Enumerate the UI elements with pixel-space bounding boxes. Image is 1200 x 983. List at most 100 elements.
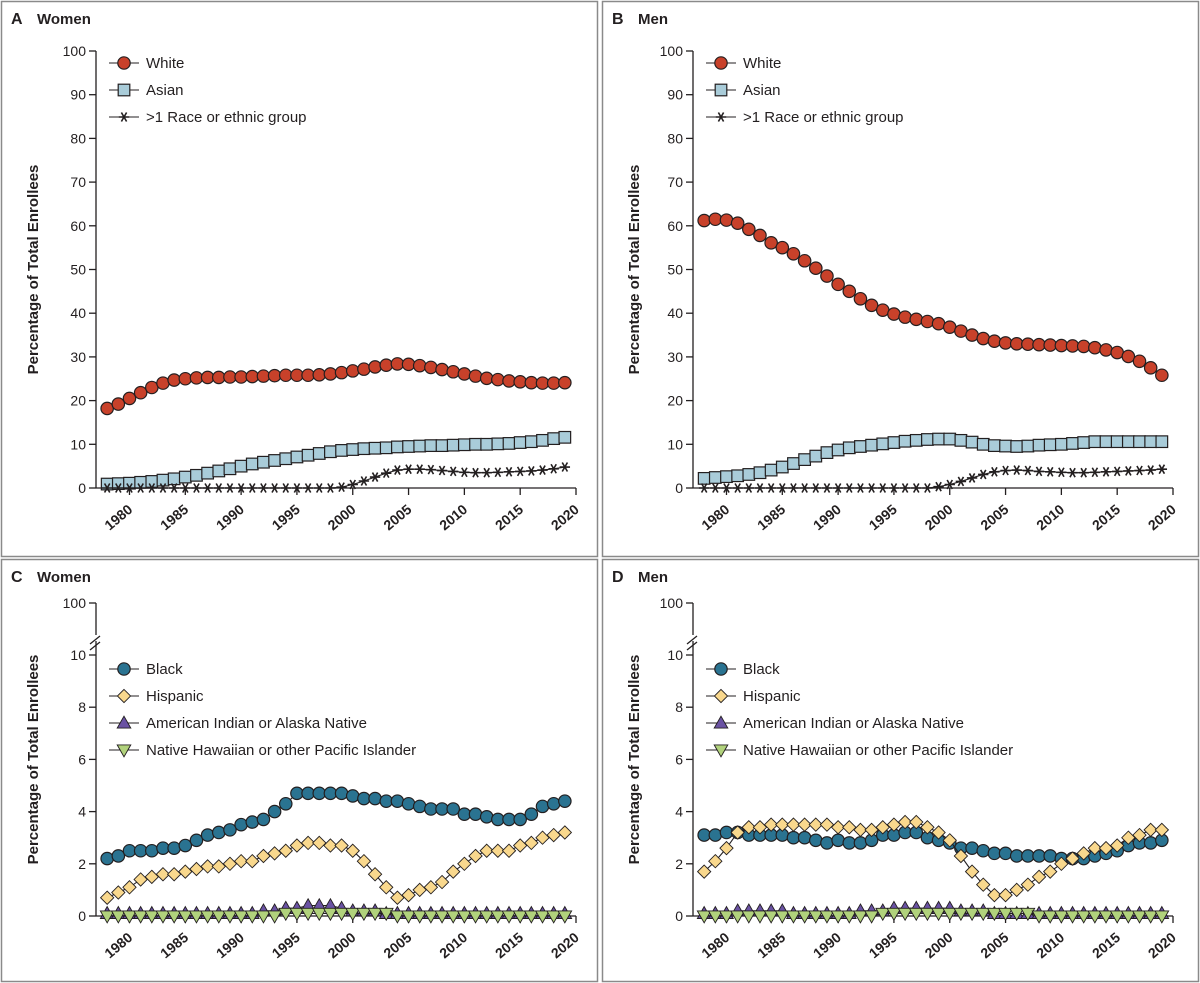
panel-letter: C bbox=[11, 569, 23, 586]
data-point bbox=[943, 432, 957, 446]
data-point bbox=[922, 483, 933, 493]
data-point bbox=[1132, 354, 1147, 369]
data-point bbox=[290, 786, 304, 801]
data-point bbox=[402, 440, 415, 453]
data-point bbox=[742, 222, 756, 237]
data-point bbox=[1087, 840, 1103, 856]
data-point bbox=[289, 907, 305, 922]
data-point bbox=[842, 284, 857, 299]
data-point bbox=[357, 442, 371, 456]
y-tick-label: 20 bbox=[70, 393, 86, 409]
data-point bbox=[470, 467, 481, 478]
data-point bbox=[559, 462, 571, 472]
x-tick-label: 1990 bbox=[213, 929, 247, 961]
data-point bbox=[864, 910, 880, 924]
data-point bbox=[844, 483, 855, 493]
data-point bbox=[718, 910, 735, 924]
data-point bbox=[899, 483, 911, 493]
data-point bbox=[788, 483, 799, 493]
data-point bbox=[200, 370, 215, 385]
x-tick-label: 1980 bbox=[698, 501, 732, 533]
data-point bbox=[392, 465, 403, 475]
data-point bbox=[1009, 882, 1024, 898]
data-point bbox=[134, 475, 148, 489]
panel-letter: D bbox=[612, 569, 624, 586]
data-point bbox=[178, 371, 193, 386]
data-point bbox=[213, 483, 224, 493]
data-point bbox=[166, 910, 182, 924]
y-axis-label: Percentage of Total Enrollees bbox=[626, 655, 643, 865]
data-point bbox=[457, 367, 472, 381]
data-point bbox=[144, 869, 160, 885]
data-point bbox=[424, 360, 438, 375]
series-asian bbox=[100, 430, 572, 491]
data-point bbox=[379, 441, 393, 455]
x-tick-label: 2010 bbox=[1033, 929, 1067, 961]
data-point bbox=[514, 466, 526, 477]
data-point bbox=[954, 433, 968, 447]
data-point bbox=[1011, 465, 1022, 475]
legend-marker bbox=[116, 715, 132, 729]
data-point bbox=[223, 462, 237, 476]
data-point bbox=[491, 437, 505, 451]
data-point bbox=[931, 316, 946, 331]
data-point bbox=[1154, 822, 1170, 838]
data-point bbox=[987, 439, 1001, 453]
data-point bbox=[898, 310, 912, 324]
data-point bbox=[367, 907, 383, 922]
data-point bbox=[457, 856, 472, 872]
data-point bbox=[721, 483, 732, 493]
data-point bbox=[190, 468, 203, 482]
data-point bbox=[731, 469, 745, 483]
data-point bbox=[1143, 910, 1159, 924]
data-point bbox=[245, 853, 260, 869]
chart-panel-c: C Women 100 0 2 4 6 8 10 1980 1985 1990 1995 2000 2005… bbox=[0, 558, 599, 983]
data-point bbox=[787, 457, 800, 470]
data-point bbox=[403, 464, 414, 475]
data-point bbox=[524, 807, 539, 822]
data-point bbox=[897, 907, 913, 922]
data-point bbox=[797, 910, 813, 924]
data-point bbox=[1054, 338, 1069, 353]
data-point bbox=[457, 438, 471, 452]
data-point bbox=[831, 833, 845, 848]
data-point bbox=[965, 841, 979, 855]
x-tick-label: 2010 bbox=[436, 929, 470, 961]
data-point bbox=[888, 483, 900, 493]
y-tick-label: 60 bbox=[70, 218, 86, 234]
data-point bbox=[267, 804, 282, 819]
data-point bbox=[390, 357, 405, 371]
data-point bbox=[100, 401, 114, 416]
data-point bbox=[312, 835, 327, 851]
data-point bbox=[100, 851, 114, 866]
data-point bbox=[730, 825, 745, 840]
y-tick-label: 50 bbox=[70, 262, 86, 278]
data-point bbox=[323, 786, 338, 801]
data-point bbox=[479, 843, 494, 858]
data-point bbox=[177, 910, 193, 924]
legend-marker bbox=[117, 83, 131, 97]
data-point bbox=[269, 483, 280, 493]
data-point bbox=[696, 910, 712, 924]
data-point bbox=[212, 464, 226, 478]
data-point bbox=[1031, 910, 1047, 924]
x-tick-label: 2010 bbox=[436, 501, 470, 533]
data-point bbox=[558, 375, 572, 390]
data-point bbox=[741, 910, 757, 924]
data-point bbox=[942, 833, 957, 848]
data-point bbox=[821, 483, 833, 493]
y-tick-label: 10 bbox=[70, 647, 86, 663]
data-point bbox=[1077, 436, 1091, 449]
data-point bbox=[268, 454, 282, 467]
data-point bbox=[953, 907, 969, 922]
data-point bbox=[931, 907, 947, 922]
data-point bbox=[312, 786, 327, 801]
data-point bbox=[1009, 849, 1024, 863]
data-point bbox=[390, 440, 404, 454]
data-point bbox=[987, 846, 1002, 861]
data-point bbox=[1045, 466, 1056, 477]
data-point bbox=[459, 467, 470, 478]
series-black bbox=[100, 786, 572, 866]
data-point bbox=[1143, 836, 1158, 850]
data-point bbox=[401, 796, 416, 811]
